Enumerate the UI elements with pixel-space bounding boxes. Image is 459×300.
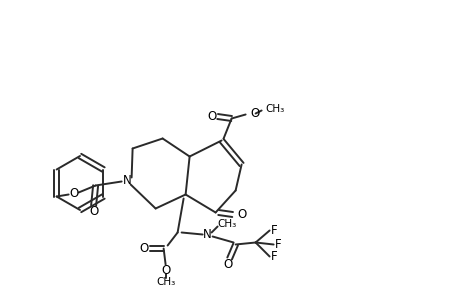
Text: O: O xyxy=(139,242,148,255)
Text: F: F xyxy=(271,224,277,237)
Text: CH₃: CH₃ xyxy=(156,278,175,287)
Text: O: O xyxy=(223,258,232,271)
Text: F: F xyxy=(274,238,281,251)
Text: F: F xyxy=(271,250,277,263)
Text: N: N xyxy=(123,174,132,187)
Text: O: O xyxy=(161,264,170,277)
Text: O: O xyxy=(250,107,259,120)
Text: O: O xyxy=(69,187,78,200)
Text: CH₃: CH₃ xyxy=(265,103,284,113)
Text: O: O xyxy=(207,110,216,123)
Text: O: O xyxy=(236,208,246,221)
Text: N: N xyxy=(203,228,212,241)
Text: CH₃: CH₃ xyxy=(217,220,236,230)
Text: O: O xyxy=(89,205,98,218)
